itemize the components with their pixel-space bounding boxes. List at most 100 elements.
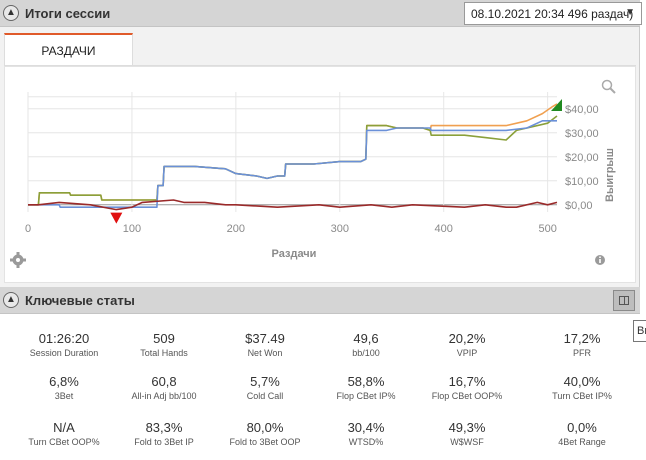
stat-label: Flop CBet OOP%	[431, 391, 503, 401]
y-tick-label: $20,00	[565, 152, 599, 164]
stat-label: Fold to 3Bet OOP	[229, 437, 301, 447]
stat-label: All-in Adj bb/100	[131, 391, 197, 401]
panel-layout-icon[interactable]	[613, 290, 635, 311]
stat-label: 3Bet	[54, 391, 74, 401]
x-tick-label: 400	[435, 223, 453, 235]
y-tick-label: $30,00	[565, 128, 599, 140]
magnifier-icon[interactable]	[601, 79, 616, 94]
stat-cell: $37.49 Net Won	[215, 331, 315, 359]
stat-label: W$WSF	[450, 437, 484, 447]
stat-label: WTSD%	[348, 437, 384, 447]
session-select-value: 08.10.2021 20:34 496 раздач)	[471, 6, 634, 21]
stat-cell: 17,2% PFR	[532, 331, 632, 359]
stat-value: 83,3%	[145, 420, 183, 435]
stat-value: 40,0%	[563, 374, 601, 389]
x-tick-label: 300	[331, 223, 349, 235]
session-chart-panel: РАЗДАЧИ 0 100 200 300 400 500 $0,00 $10,00 $20,…	[0, 27, 640, 287]
stat-value: 49,3%	[448, 420, 486, 435]
stat-value: $37.49	[245, 331, 285, 346]
info-icon[interactable]	[595, 255, 605, 265]
chevron-up-icon: ▲	[6, 7, 16, 18]
stat-label: 4Bet Range	[558, 437, 606, 447]
key-stats-header: ▲ Ключевые статы	[0, 287, 640, 314]
stat-cell: 0,0% 4Bet Range	[532, 420, 632, 448]
key-stats-grid: 01:26:20 Session Duration 509 Total Hands $3…	[0, 315, 646, 460]
y-axis-label: Выигрыш	[604, 148, 616, 202]
stat-value: 01:26:20	[38, 331, 90, 346]
stat-label: Turn CBet IP%	[552, 391, 612, 401]
stat-cell: 20,2% VPIP	[417, 331, 517, 359]
tab-divider	[4, 65, 636, 66]
stat-cell: N/A Turn CBet OOP%	[14, 420, 114, 448]
chart-series	[28, 103, 558, 211]
stat-label: Fold to 3Bet IP	[134, 437, 194, 447]
stat-label: Session Duration	[29, 348, 99, 358]
stat-value: 509	[153, 331, 175, 346]
session-summary-title: Итоги сессии	[25, 5, 111, 21]
tab-hands-label: РАЗДАЧИ	[41, 43, 96, 58]
y-tick-label: $10,00	[565, 176, 599, 188]
x-tick-label: 500	[538, 223, 556, 235]
chart-markers	[110, 99, 562, 224]
stat-cell: 30,4% WTSD%	[316, 420, 416, 448]
x-tick-label: 200	[227, 223, 245, 235]
stat-label: bb/100	[352, 348, 380, 358]
stat-cell: 83,3% Fold to 3Bet IP	[114, 420, 214, 448]
stat-value: 49,6	[353, 331, 379, 346]
x-axis-ticks: 0 100 200 300 400 500	[25, 223, 557, 235]
stat-value: 0,0%	[567, 420, 597, 435]
stat-cell: 6,8% 3Bet	[14, 374, 114, 402]
stat-cell: 509 Total Hands	[114, 331, 214, 359]
stat-cell: 16,7% Flop CBet OOP%	[417, 374, 517, 402]
chart-container: 0 100 200 300 400 500 $0,00 $10,00 $20,00 $30,00…	[4, 66, 636, 283]
tooltip: Вы	[633, 320, 646, 342]
stat-value: 16,7%	[448, 374, 486, 389]
series-line-0	[28, 103, 558, 206]
min-marker	[110, 212, 123, 224]
stat-cell: 49,3% W$WSF	[417, 420, 517, 448]
winnings-chart: 0 100 200 300 400 500 $0,00 $10,00 $20,00 $30,00…	[10, 79, 616, 268]
stat-label: Total Hands	[140, 348, 188, 358]
stat-cell: 80,0% Fold to 3Bet OOP	[215, 420, 315, 448]
stat-value: 58,8%	[347, 374, 385, 389]
chart-grid	[27, 92, 557, 212]
gear-icon[interactable]	[10, 252, 26, 268]
y-tick-label: $40,00	[565, 104, 599, 116]
stat-value: 80,0%	[246, 420, 284, 435]
tooltip-text: Вы	[637, 325, 646, 337]
chevron-down-icon: ▼	[625, 7, 635, 18]
stat-label: Net Won	[247, 348, 283, 358]
y-tick-label: $0,00	[565, 200, 593, 212]
stat-value: 5,7%	[250, 374, 280, 389]
stat-cell: 40,0% Turn CBet IP%	[532, 374, 632, 402]
x-axis-label: Раздачи	[272, 248, 317, 260]
tab-hands[interactable]: РАЗДАЧИ	[4, 33, 133, 66]
stat-cell: 49,6 bb/100	[316, 331, 416, 359]
stat-cell: 01:26:20 Session Duration	[14, 331, 114, 359]
stat-value: 17,2%	[563, 331, 601, 346]
stat-cell: 5,7% Cold Call	[215, 374, 315, 402]
stat-value: 60,8	[151, 374, 177, 389]
stat-value: 6,8%	[49, 374, 79, 389]
key-stats-title: Ключевые статы	[25, 292, 135, 308]
x-tick-label: 0	[25, 223, 31, 235]
stat-cell: 58,8% Flop CBet IP%	[316, 374, 416, 402]
collapse-session-button[interactable]: ▲	[3, 5, 19, 21]
chevron-up-icon: ▲	[6, 294, 16, 305]
max-marker	[551, 99, 562, 111]
stat-label: PFR	[573, 348, 591, 358]
stat-label: Cold Call	[246, 391, 284, 401]
series-line-1	[28, 115, 558, 206]
stat-value: N/A	[53, 420, 75, 435]
y-axis-ticks: $0,00 $10,00 $20,00 $30,00 $40,00	[565, 104, 599, 212]
stat-label: Turn CBet OOP%	[28, 437, 100, 447]
session-select[interactable]: 08.10.2021 20:34 496 раздач) ▼	[464, 2, 642, 25]
collapse-key-stats-button[interactable]: ▲	[3, 292, 19, 308]
stat-value: 20,2%	[448, 331, 486, 346]
stat-label: VPIP	[456, 348, 478, 358]
series-line-3	[28, 199, 558, 211]
stat-cell: 60,8 All-in Adj bb/100	[114, 374, 214, 402]
stat-label: Flop CBet IP%	[336, 391, 396, 401]
x-tick-label: 100	[123, 223, 141, 235]
stat-value: 30,4%	[347, 420, 385, 435]
